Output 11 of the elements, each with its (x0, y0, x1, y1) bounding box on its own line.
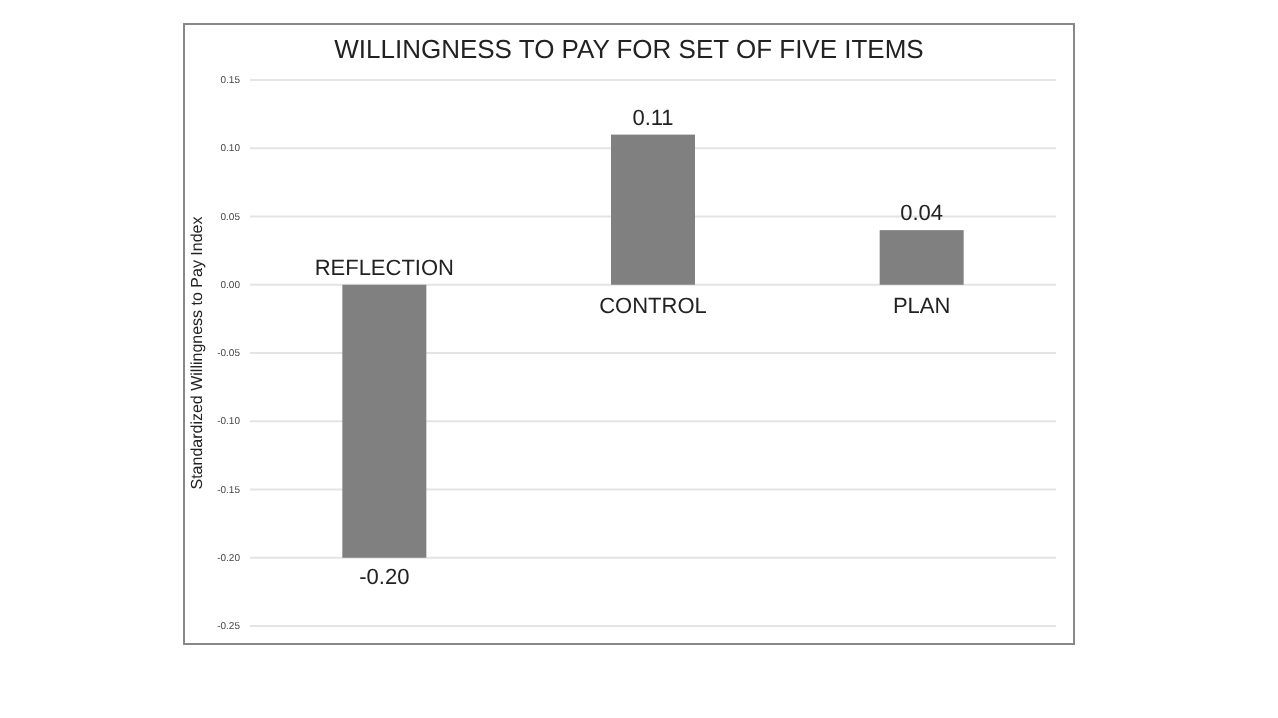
x-tick-label: CONTROL (599, 294, 707, 319)
chart-title: WILLINGNESS TO PAY FOR SET OF FIVE ITEMS (334, 34, 925, 64)
x-tick-label: REFLECTION (314, 256, 455, 281)
data-label: -0.20 (359, 565, 410, 590)
x-tick-label: PLAN (892, 294, 951, 319)
data-label: 0.11 (632, 106, 674, 131)
data-label: 0.04 (900, 202, 944, 227)
bar (879, 230, 964, 285)
y-axis-title: Standardized Willingness to Pay Index (188, 216, 206, 490)
bar (611, 134, 695, 285)
bar (342, 284, 427, 558)
